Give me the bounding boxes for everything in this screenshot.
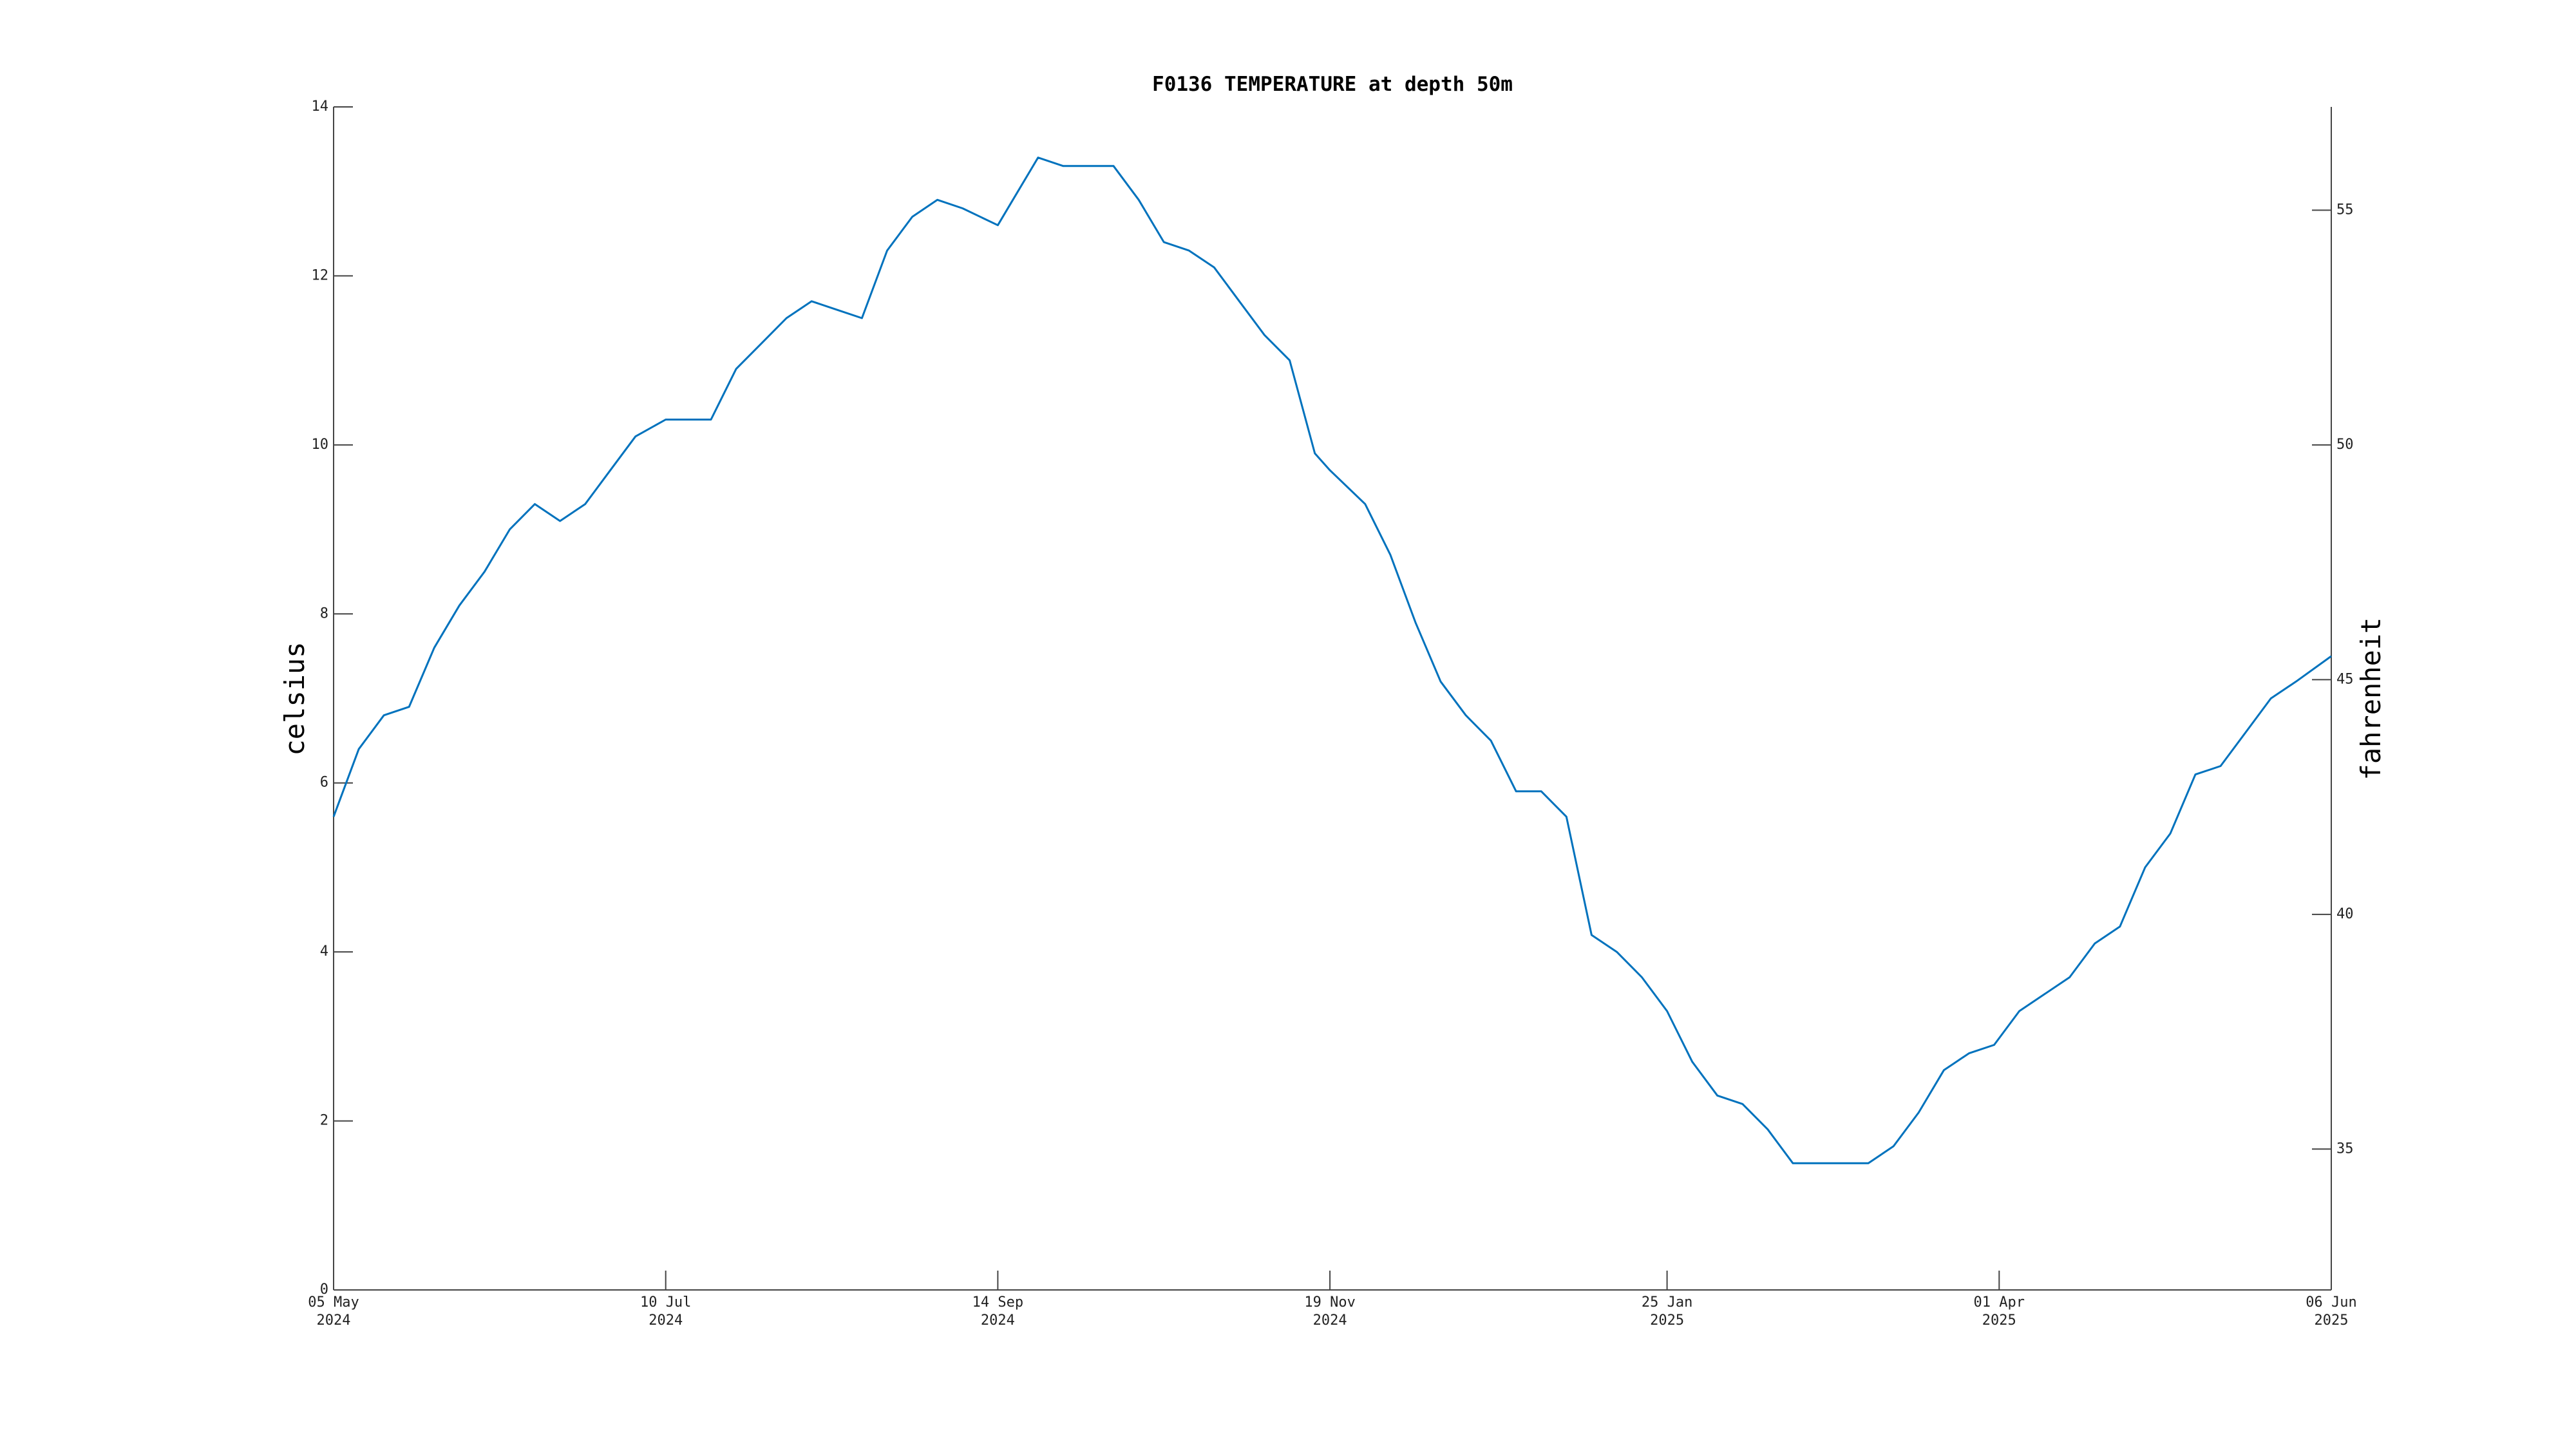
temperature-line [332,156,2332,1164]
y-tick-label: 0 [320,1282,328,1298]
y-tick-label: 10 [312,437,329,453]
x-tick-label: 05 May 2024 [308,1294,359,1329]
y2-tick-label: 40 [2336,906,2354,922]
chart-title: F0136 TEMPERATURE at depth 50m [1152,73,1513,96]
x-tick-label: 01 Apr 2025 [1974,1294,2025,1329]
y2-tick-label: 35 [2336,1141,2354,1157]
x-tick-label: 14 Sep 2024 [972,1294,1023,1329]
x-tick-label: 06 Jun 2025 [2306,1294,2356,1329]
y-tick-label: 12 [312,267,329,283]
y-tick-label: 4 [320,943,328,960]
y-tick-label: 14 [312,99,329,115]
y2-axis-label: fahrenheit [2355,618,2387,781]
y-tick-label: 6 [320,775,328,791]
y2-tick-label: 50 [2336,437,2354,453]
y-tick-label: 8 [320,605,328,621]
x-tick-label: 19 Nov 2024 [1304,1294,1355,1329]
x-tick-label: 25 Jan 2025 [1642,1294,1692,1329]
y-axis-label: celsius [279,641,310,755]
y2-tick-label: 55 [2336,202,2354,218]
y2-tick-label: 45 [2336,671,2354,687]
y-tick-label: 2 [320,1113,328,1129]
x-tick-label: 10 Jul 2024 [640,1294,691,1329]
